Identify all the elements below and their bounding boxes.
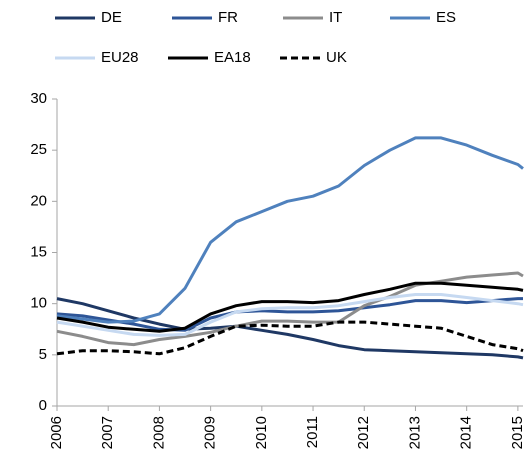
legend-label: UK bbox=[326, 49, 347, 66]
series-line bbox=[56, 271, 524, 347]
x-tick-label: 2011 bbox=[304, 416, 321, 448]
y-tick-label: 10 bbox=[30, 295, 47, 312]
legend-label: DE bbox=[101, 9, 122, 26]
x-tick-label: 2008 bbox=[150, 416, 167, 449]
y-tick-label: 5 bbox=[39, 346, 47, 363]
y-tick-label: 20 bbox=[30, 192, 47, 209]
series-line bbox=[56, 320, 524, 356]
series-line bbox=[56, 293, 524, 337]
x-tick-label: 2009 bbox=[202, 416, 219, 449]
legend-label: ES bbox=[436, 9, 456, 26]
legend-label: IT bbox=[329, 9, 342, 26]
y-tick-label: 30 bbox=[30, 90, 47, 107]
x-tick-label: 2012 bbox=[355, 416, 372, 449]
x-tick-label: 2010 bbox=[253, 416, 270, 449]
x-tick-label: 2013 bbox=[406, 416, 423, 449]
series-line bbox=[56, 136, 524, 324]
legend-label: FR bbox=[218, 9, 238, 26]
x-tick-label: 2007 bbox=[99, 416, 116, 449]
x-tick-label: 2006 bbox=[48, 416, 65, 449]
series-line bbox=[56, 281, 524, 333]
series-line bbox=[56, 297, 523, 332]
y-tick-label: 15 bbox=[30, 243, 47, 260]
y-tick-label: 0 bbox=[39, 397, 47, 414]
legend-label: EU28 bbox=[101, 49, 139, 66]
legend-label: EA18 bbox=[214, 49, 251, 66]
y-tick-label: 25 bbox=[30, 141, 47, 158]
x-tick-label: 2015 bbox=[509, 416, 526, 449]
x-tick-label: 2014 bbox=[458, 416, 475, 449]
